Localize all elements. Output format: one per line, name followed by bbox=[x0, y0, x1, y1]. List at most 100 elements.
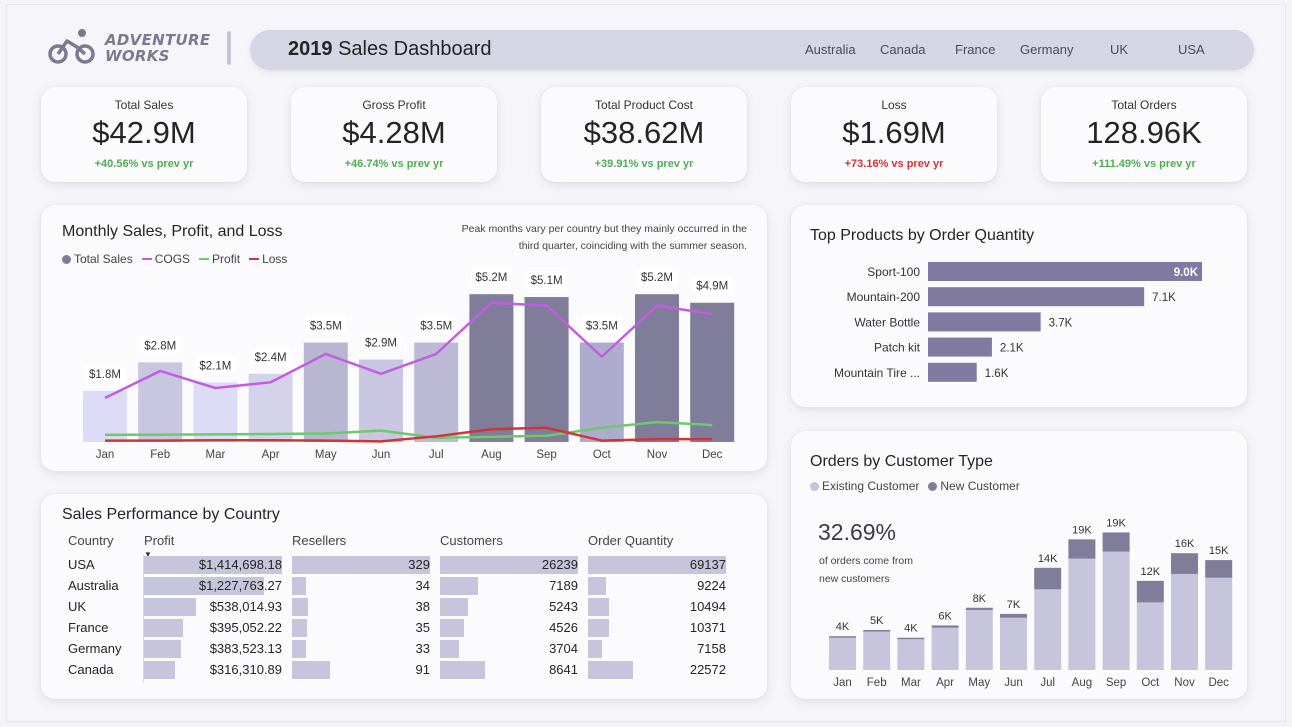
customers-bar bbox=[440, 619, 464, 637]
month-tick-label: Jul bbox=[1040, 677, 1055, 689]
country-cell: Germany bbox=[68, 641, 122, 656]
customers-bar bbox=[440, 577, 478, 595]
country-filter-usa[interactable]: USA bbox=[1178, 42, 1205, 57]
col-header-customers[interactable]: Customers bbox=[440, 533, 503, 548]
kpi-label: Total Orders bbox=[1111, 98, 1177, 112]
country-filter-france[interactable]: France bbox=[955, 42, 996, 57]
legend-profit[interactable]: Profit bbox=[199, 252, 240, 266]
sales-bar bbox=[138, 362, 183, 442]
data-label: $1.8M bbox=[89, 369, 121, 381]
order-quantity-bar bbox=[588, 598, 609, 616]
existing-customer-bar bbox=[829, 637, 856, 670]
product-label: Water Bottle bbox=[854, 315, 920, 329]
resellers-bar bbox=[292, 661, 331, 679]
sort-descending-icon[interactable]: ▼ bbox=[144, 550, 152, 559]
country-filter-germany[interactable]: Germany bbox=[1020, 42, 1074, 57]
order-quantity-bar bbox=[588, 619, 609, 637]
new-customer-bar bbox=[1000, 613, 1027, 618]
existing-customer-bar bbox=[1171, 573, 1198, 670]
country-filter-australia[interactable]: Australia bbox=[805, 42, 856, 57]
country-filter-uk[interactable]: UK bbox=[1110, 42, 1129, 57]
profit-cell: $395,052.22 bbox=[209, 620, 282, 635]
col-header-resellers[interactable]: Resellers bbox=[292, 533, 347, 548]
order-quantity-cell: 69137 bbox=[689, 557, 726, 572]
order-total-label: 8K bbox=[973, 593, 987, 605]
customers-bar bbox=[440, 661, 486, 679]
product-bar bbox=[928, 287, 1145, 307]
bike-icon bbox=[48, 29, 95, 64]
caption-line2: new customers bbox=[819, 573, 890, 585]
existing-customer-bar bbox=[1000, 617, 1027, 670]
order-quantity-cell: 7158 bbox=[697, 641, 726, 656]
legend-new-customer[interactable]: New Customer bbox=[928, 479, 1020, 493]
country-filter-canada[interactable]: Canada bbox=[880, 42, 926, 57]
table-row[interactable]: Canada $316,310.89 91 8641 22572 bbox=[68, 660, 738, 681]
kpi-value: $4.28M bbox=[342, 115, 446, 150]
data-label-bg bbox=[415, 316, 457, 335]
kpi-total-product-cost: Total Product Cost $38.62M +39.91% vs pr… bbox=[541, 87, 747, 182]
kpi-loss: Loss $1.69M +73.16% vs prev yr bbox=[791, 87, 997, 182]
order-quantity-cell: 22572 bbox=[689, 662, 726, 677]
sales-bar bbox=[690, 302, 735, 442]
legend-total-sales[interactable]: Total Sales bbox=[62, 252, 133, 266]
sales-bar bbox=[193, 382, 238, 442]
month-tick-label: Feb bbox=[150, 449, 170, 461]
profit-bar bbox=[144, 577, 264, 595]
profit-bar bbox=[144, 556, 282, 574]
month-tick-label: May bbox=[968, 677, 990, 689]
monthly-legend: Total Sales COGS Profit Loss bbox=[62, 252, 292, 266]
table-row[interactable]: Germany $383,523.13 33 3704 7158 bbox=[68, 639, 738, 660]
col-header-profit[interactable]: Profit bbox=[144, 533, 175, 548]
sales-bar bbox=[83, 390, 127, 442]
kpi-label: Loss bbox=[881, 98, 907, 112]
month-tick-label: Aug bbox=[1072, 677, 1092, 689]
customers-cell: 7189 bbox=[549, 578, 578, 593]
order-total-label: 12K bbox=[1141, 566, 1161, 578]
new-customer-bar bbox=[829, 636, 856, 638]
data-label-bg bbox=[84, 364, 126, 383]
new-customer-bar bbox=[1034, 567, 1062, 590]
sales-bar bbox=[414, 342, 459, 442]
page-title-year: 2019 bbox=[288, 38, 333, 60]
kpi-delta: +39.91% vs prev yr bbox=[594, 158, 694, 170]
kpi-total-orders: Total Orders 128.96K +111.49% vs prev yr bbox=[1041, 87, 1247, 182]
table-row[interactable]: USA $1,414,698.18 329 26239 69137 bbox=[68, 555, 738, 576]
data-label: $2.8M bbox=[144, 340, 176, 352]
profit-bar bbox=[144, 661, 175, 679]
data-label-bg bbox=[526, 271, 568, 290]
resellers-bar bbox=[292, 598, 308, 616]
product-label: Patch kit bbox=[874, 341, 921, 355]
col-header-order-quantity[interactable]: Order Quantity bbox=[588, 533, 674, 548]
new-customer-bar bbox=[1136, 580, 1164, 603]
product-value-label: 2.1K bbox=[1000, 343, 1024, 355]
product-label: Mountain Tire ... bbox=[834, 366, 920, 380]
data-label: $4.9M bbox=[696, 281, 728, 293]
order-quantity-cell: 9224 bbox=[697, 578, 726, 593]
legend-existing-customer[interactable]: Existing Customer bbox=[810, 479, 919, 493]
month-tick-label: May bbox=[315, 449, 337, 461]
top-products-title: Top Products by Order Quantity bbox=[810, 227, 1035, 244]
data-label-bg bbox=[691, 276, 733, 295]
table-row[interactable]: Australia $1,227,763.27 34 7189 9224 bbox=[68, 576, 738, 597]
table-row[interactable]: France $395,052.22 35 4526 10371 bbox=[68, 618, 738, 639]
month-tick-label: Aug bbox=[481, 449, 501, 461]
legend-loss[interactable]: Loss bbox=[249, 252, 287, 266]
month-tick-label: Nov bbox=[647, 449, 668, 461]
sales-bar bbox=[248, 373, 293, 442]
data-label-bg bbox=[581, 316, 623, 335]
table-row[interactable]: UK $538,014.93 38 5243 10494 bbox=[68, 597, 738, 618]
resellers-bar bbox=[292, 619, 307, 637]
kpi-delta: +73.16% vs prev yr bbox=[844, 158, 944, 170]
product-value-label: 7.1K bbox=[1152, 292, 1176, 304]
kpi-total-sales: Total Sales $42.9M +40.56% vs prev yr bbox=[41, 87, 247, 182]
legend-cogs[interactable]: COGS bbox=[141, 252, 190, 266]
resellers-cell: 38 bbox=[415, 599, 430, 614]
kpi-delta: +111.49% vs prev yr bbox=[1092, 158, 1196, 170]
caption-line1: of orders come from bbox=[819, 555, 913, 567]
brand-line2: WORKS bbox=[105, 47, 170, 65]
country-table: Country Profit ▼ Resellers Customers Ord… bbox=[68, 533, 748, 683]
orders-customer-title: Orders by Customer Type bbox=[810, 453, 993, 470]
month-tick-label: Sep bbox=[536, 449, 556, 461]
profit-bar bbox=[144, 640, 182, 658]
col-header-country[interactable]: Country bbox=[68, 533, 114, 548]
